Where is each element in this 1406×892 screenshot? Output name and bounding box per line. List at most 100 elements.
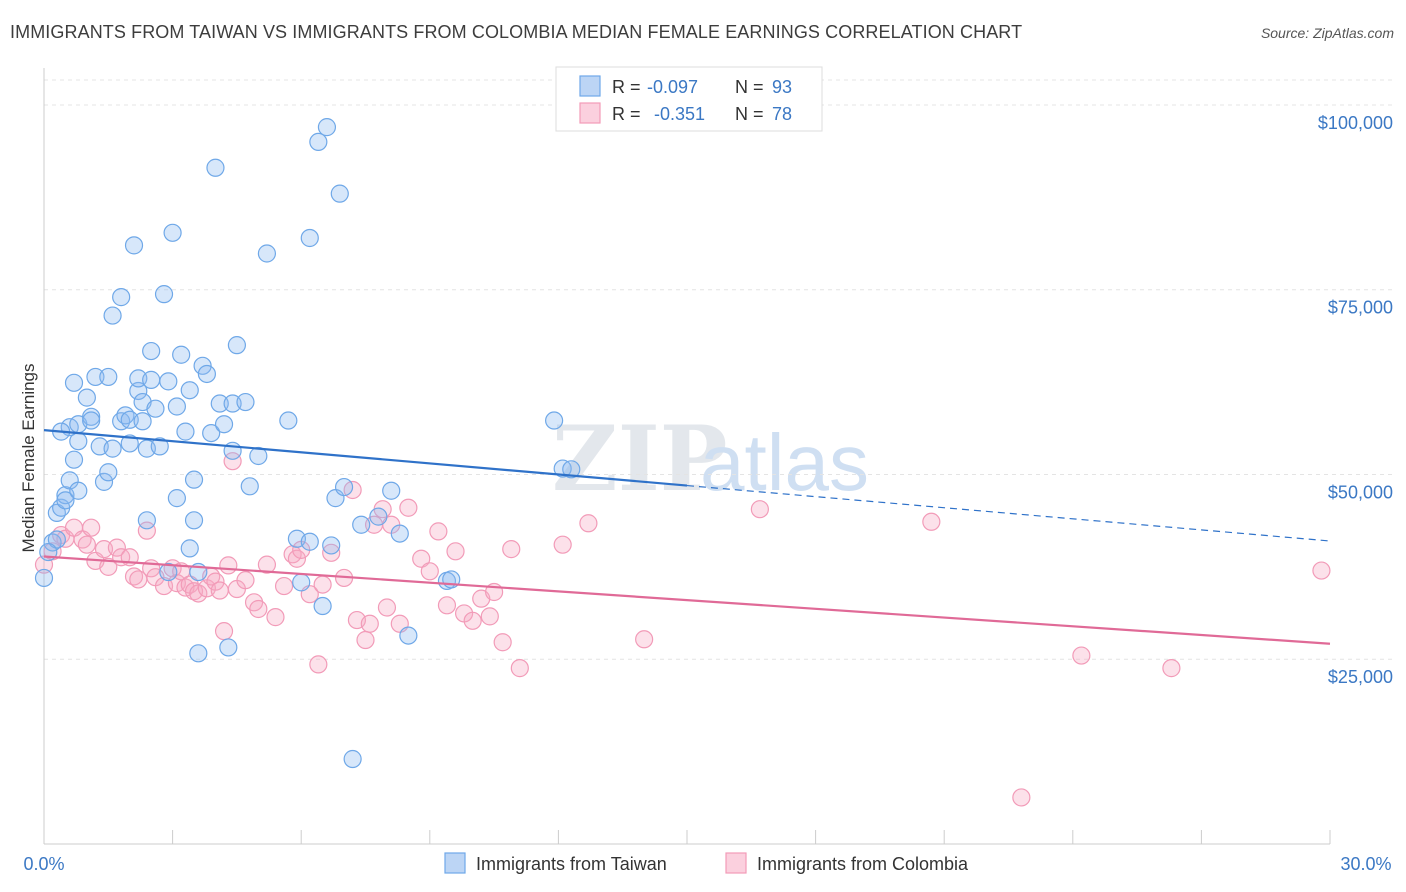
taiwan-point xyxy=(184,470,204,489)
legend-label-taiwan: Immigrants from Taiwan xyxy=(476,854,667,874)
colombia-point xyxy=(412,549,431,568)
taiwan-point xyxy=(69,432,88,451)
legend-label-colombia: Immigrants from Colombia xyxy=(757,854,969,874)
colombia-point xyxy=(287,549,307,568)
colombia-point xyxy=(1312,561,1331,580)
colombia-point xyxy=(236,571,255,590)
trend-line-taiwan xyxy=(43,429,688,487)
colombia-point xyxy=(1162,659,1181,678)
taiwan-point xyxy=(399,626,418,645)
series-legend: Immigrants from Taiwan Immigrants from C… xyxy=(444,852,969,874)
colombia-point xyxy=(274,576,294,596)
chart-title: IMMIGRANTS FROM TAIWAN VS IMMIGRANTS FRO… xyxy=(10,22,1023,42)
colombia-point xyxy=(429,522,448,541)
colombia-point xyxy=(635,630,654,649)
taiwan-point xyxy=(322,536,341,555)
legend-swatch-taiwan xyxy=(444,852,466,874)
taiwan-point xyxy=(227,336,246,355)
taiwan-point xyxy=(189,644,208,663)
colombia-point xyxy=(356,630,375,650)
taiwan-point xyxy=(86,367,105,387)
series-taiwan-points xyxy=(34,118,581,769)
taiwan-point xyxy=(206,158,225,177)
taiwan-point xyxy=(562,460,581,479)
colombia-point xyxy=(257,555,277,574)
colombia-point xyxy=(107,538,126,557)
colombia-point xyxy=(510,659,529,678)
colombia-point xyxy=(322,543,341,562)
colombia-point xyxy=(99,557,118,576)
colombia-point xyxy=(399,498,418,517)
taiwan-point xyxy=(313,596,332,616)
taiwan-point xyxy=(214,415,234,434)
y-tick-label: $100,000 xyxy=(1318,113,1393,133)
taiwan-point xyxy=(120,434,139,453)
y-tick-labels: $25,000 $50,000 $75,000 $100,000 xyxy=(1318,113,1393,687)
x-tick-label-max: 30.0% xyxy=(1340,854,1391,874)
trend-lines xyxy=(43,429,1331,645)
taiwan-point xyxy=(292,573,311,592)
legend-swatch-colombia xyxy=(725,852,747,874)
taiwan-point xyxy=(330,184,349,203)
colombia-point xyxy=(189,584,208,603)
taiwan-point xyxy=(99,463,118,482)
stats-legend: R = -0.097 N = 93 R = -0.351 N = 78 xyxy=(555,66,823,132)
taiwan-point xyxy=(82,411,101,430)
stats-n-label-taiwan: N = xyxy=(735,77,764,97)
colombia-point xyxy=(437,596,457,615)
taiwan-point xyxy=(124,236,144,255)
colombia-point xyxy=(219,556,238,575)
taiwan-point xyxy=(142,370,161,389)
colombia-point xyxy=(360,614,379,633)
taiwan-point xyxy=(240,477,259,496)
taiwan-point xyxy=(257,244,277,263)
y-axis-label: Median Female Earnings xyxy=(19,364,38,553)
colombia-point xyxy=(750,500,769,519)
colombia-point xyxy=(553,535,572,554)
taiwan-point xyxy=(545,411,564,430)
taiwan-point xyxy=(34,568,54,588)
stats-r-value-colombia: -0.351 xyxy=(654,104,705,124)
taiwan-point xyxy=(129,381,148,401)
colombia-point xyxy=(579,514,598,533)
x-tick-label-min: 0.0% xyxy=(23,854,64,874)
taiwan-point xyxy=(77,388,96,407)
taiwan-point xyxy=(309,132,328,152)
source-credit: Source: ZipAtlas.com xyxy=(1260,25,1394,41)
taiwan-point xyxy=(112,288,131,307)
taiwan-point xyxy=(133,412,152,431)
y-tick-label: $50,000 xyxy=(1328,482,1393,502)
taiwan-point xyxy=(137,511,156,530)
taiwan-point xyxy=(64,450,84,469)
colombia-point xyxy=(249,599,268,619)
colombia-point xyxy=(309,655,328,674)
colombia-point xyxy=(493,633,512,652)
taiwan-point xyxy=(69,481,88,500)
colombia-point xyxy=(1072,646,1091,665)
taiwan-point xyxy=(176,422,195,441)
taiwan-point xyxy=(334,477,354,497)
series-colombia-points xyxy=(34,452,1331,807)
taiwan-point xyxy=(236,392,255,412)
taiwan-point xyxy=(249,446,268,466)
taiwan-point xyxy=(163,223,182,242)
colombia-point xyxy=(377,598,397,617)
taiwan-point xyxy=(352,515,371,534)
stats-n-label-colombia: N = xyxy=(735,104,764,124)
taiwan-point xyxy=(154,285,174,304)
taiwan-point xyxy=(382,481,401,500)
x-ticks xyxy=(172,830,1331,844)
taiwan-point xyxy=(369,507,388,526)
taiwan-point xyxy=(300,532,319,551)
taiwan-point xyxy=(159,562,178,582)
taiwan-point xyxy=(167,489,186,508)
taiwan-point xyxy=(219,638,238,657)
taiwan-point xyxy=(99,367,118,387)
stats-r-value-taiwan: -0.097 xyxy=(647,77,698,97)
taiwan-point xyxy=(94,472,114,491)
colombia-point xyxy=(313,575,332,594)
y-tick-label: $75,000 xyxy=(1328,298,1393,318)
colombia-point xyxy=(446,542,465,561)
taiwan-point xyxy=(390,524,409,543)
